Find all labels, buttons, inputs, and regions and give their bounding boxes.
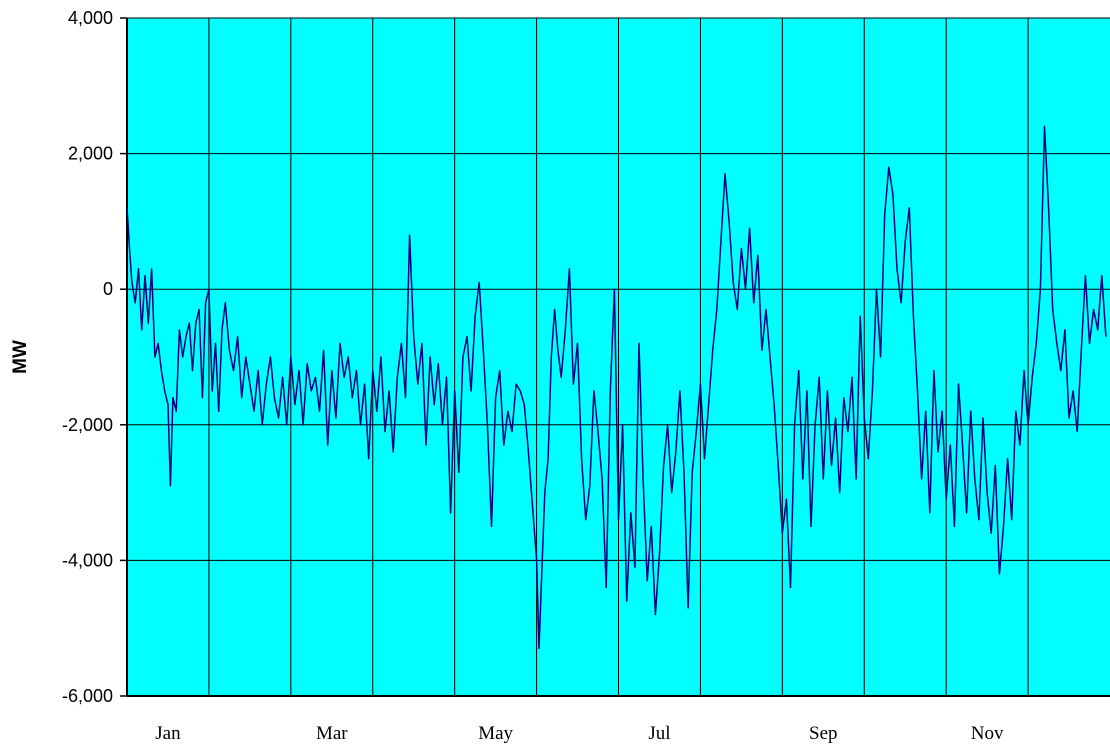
y-tick-label: -6,000 — [62, 686, 113, 706]
y-tick-label: 4,000 — [68, 8, 113, 28]
y-tick-labels: 4,000 2,000 0 -2,000 -4,000 -6,000 — [62, 8, 113, 706]
series-line — [126, 125, 1107, 650]
y-tick-label: -4,000 — [62, 550, 113, 570]
x-tick-label: Jul — [648, 723, 670, 744]
x-tick-label: Jan — [155, 723, 181, 744]
x-tick-label: Mar — [316, 723, 348, 744]
y-tick-label: -2,000 — [62, 415, 113, 435]
x-tick-label: Sep — [809, 723, 838, 744]
y-tick-label: 0 — [103, 279, 113, 299]
axes — [120, 17, 1110, 697]
series-group — [126, 125, 1107, 650]
x-tick-labels: Jan Mar May Jul Sep Nov — [155, 723, 1004, 744]
y-tick-label: 2,000 — [68, 144, 113, 164]
y-axis-label: MW — [10, 340, 31, 374]
x-tick-label: May — [478, 723, 513, 744]
x-tick-label: Nov — [971, 723, 1004, 744]
